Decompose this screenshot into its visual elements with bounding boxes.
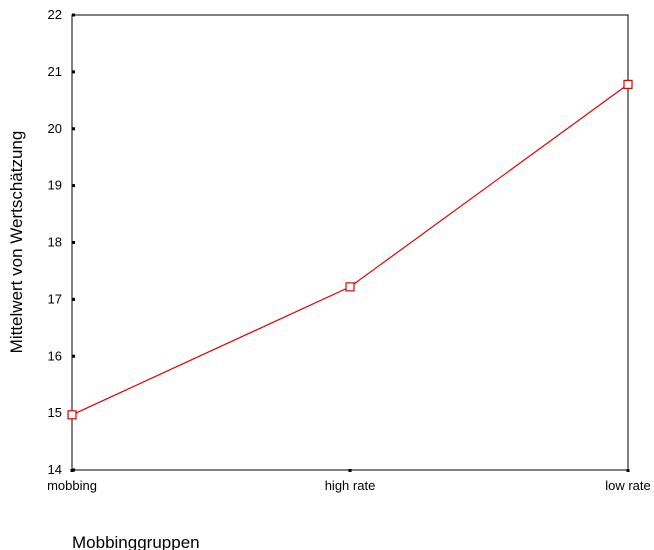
data-point-marker bbox=[67, 410, 77, 420]
y-tick-mark bbox=[72, 354, 75, 358]
y-tick-label: 14 bbox=[48, 462, 62, 477]
series-polyline bbox=[71, 83, 629, 416]
x-tick-label: low rate bbox=[605, 478, 651, 493]
y-tick-label: 20 bbox=[48, 121, 62, 136]
x-axis-ticks: mobbing high rate low rate bbox=[47, 469, 651, 493]
series-line bbox=[67, 79, 633, 420]
y-tick-label: 17 bbox=[48, 291, 62, 306]
plot-area bbox=[71, 14, 629, 471]
y-tick-mark bbox=[72, 297, 75, 301]
y-tick-label: 15 bbox=[48, 405, 62, 420]
x-tick-mark bbox=[348, 469, 352, 472]
y-tick-mark bbox=[72, 241, 75, 244]
y-axis-ticks: 14 15 16 17 18 19 20 21 22 bbox=[48, 7, 75, 477]
y-axis-label: Mittelwert von Wertschätzung bbox=[7, 131, 26, 354]
y-tick-label: 16 bbox=[48, 348, 62, 363]
x-tick-label: mobbing bbox=[47, 478, 97, 493]
y-tick-mark bbox=[72, 70, 75, 74]
y-tick-mark bbox=[72, 127, 75, 131]
x-tick-mark bbox=[70, 469, 74, 472]
y-tick-label: 18 bbox=[48, 235, 62, 250]
x-tick-label: high rate bbox=[325, 478, 376, 493]
data-point-marker bbox=[345, 282, 355, 292]
y-tick-label: 21 bbox=[48, 64, 62, 79]
y-tick-mark bbox=[72, 184, 75, 188]
x-tick-mark bbox=[626, 469, 630, 472]
data-point-marker bbox=[623, 79, 633, 89]
y-tick-label: 19 bbox=[48, 178, 62, 193]
x-axis-label: Mobbinggruppen bbox=[72, 533, 200, 550]
y-tick-label: 22 bbox=[48, 7, 62, 22]
y-tick-mark bbox=[72, 13, 75, 17]
